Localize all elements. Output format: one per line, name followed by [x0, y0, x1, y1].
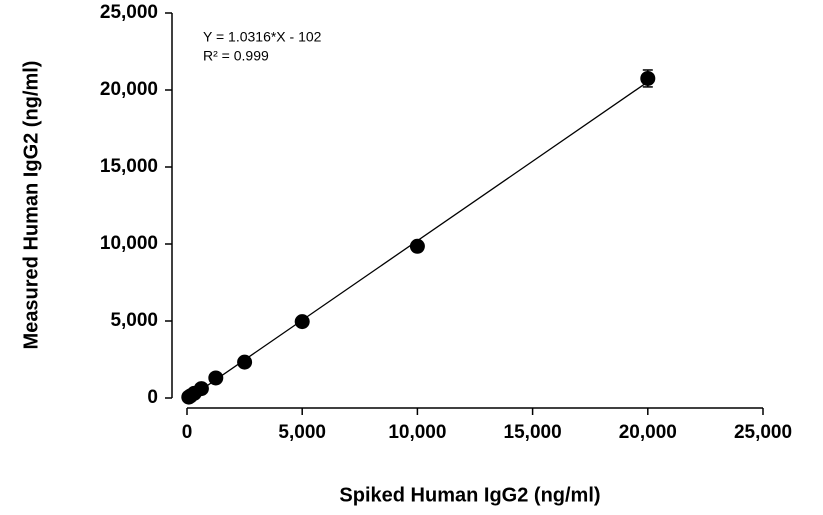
x-tick-label: 20,000 — [619, 422, 677, 443]
y-tick-label: 0 — [147, 387, 158, 408]
point — [409, 238, 425, 254]
point — [640, 70, 656, 86]
point — [294, 314, 310, 330]
r-squared: R² = 0.999 — [203, 48, 269, 64]
x-tick-label: 5,000 — [278, 422, 326, 443]
y-tick-label: 10,000 — [100, 233, 158, 254]
y-tick-label: 25,000 — [100, 2, 158, 23]
x-tick-label: 25,000 — [734, 422, 792, 443]
y-axis-title: Measured Human IgG2 (ng/ml) — [20, 61, 42, 350]
x-tick-label: 15,000 — [504, 422, 562, 443]
x-axis-title: Spiked Human IgG2 (ng/ml) — [339, 484, 600, 506]
point — [208, 370, 224, 386]
point — [237, 354, 253, 370]
y-tick-label: 15,000 — [100, 156, 158, 177]
equation: Y = 1.0316*X - 102 — [203, 29, 322, 45]
point — [193, 381, 209, 397]
x-tick-label: 10,000 — [388, 422, 446, 443]
y-tick-label: 5,000 — [110, 310, 158, 331]
x-tick-label: 0 — [182, 422, 193, 443]
y-tick-label: 20,000 — [100, 79, 158, 100]
